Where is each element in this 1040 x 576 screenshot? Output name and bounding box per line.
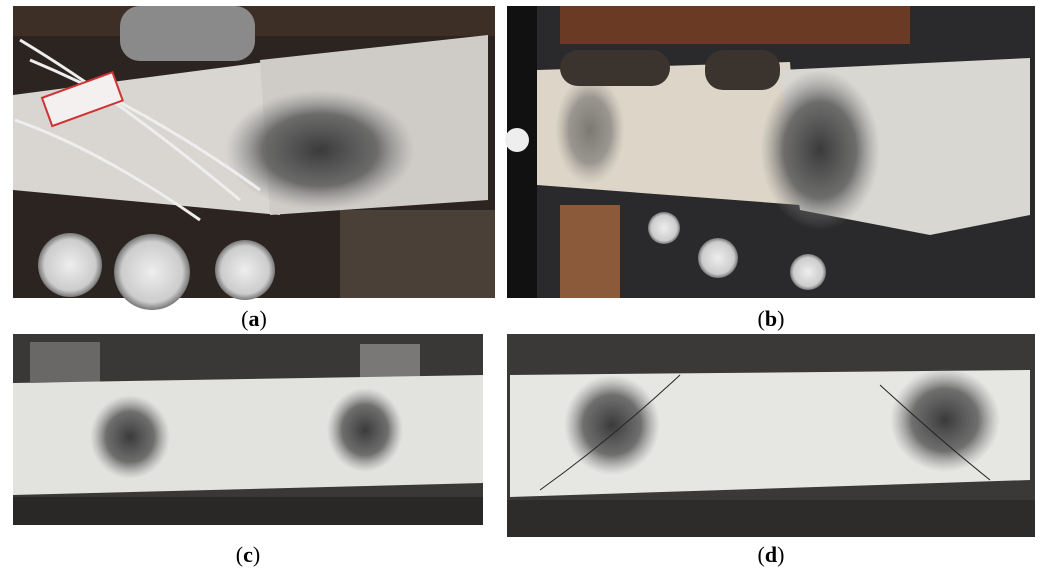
caption-part: ) xyxy=(260,306,267,331)
caption-part: c xyxy=(243,542,253,567)
caption-part: ( xyxy=(236,542,243,567)
photo-b xyxy=(505,6,1035,298)
caption-c: (c) xyxy=(236,542,260,567)
caption-part: b xyxy=(765,306,777,331)
page: (a) (b) (c) (d) (() => { const data = JS… xyxy=(0,0,1040,576)
photo-d xyxy=(507,334,1035,537)
caption-part: ( xyxy=(241,306,248,331)
caption-a: (a) xyxy=(241,306,267,331)
caption-part: ( xyxy=(758,542,765,567)
caption-part: ( xyxy=(758,306,765,331)
caption-d: (d) xyxy=(758,542,785,567)
caption-part: a xyxy=(249,306,260,331)
photo-c xyxy=(13,334,483,525)
caption-part: ) xyxy=(777,542,784,567)
caption-part: ) xyxy=(253,542,260,567)
caption-part: ) xyxy=(777,306,784,331)
figure: (a) (b) (c) (d) xyxy=(0,0,1040,576)
caption-b: (b) xyxy=(758,306,785,331)
photo-a xyxy=(13,6,495,310)
caption-part: d xyxy=(765,542,777,567)
